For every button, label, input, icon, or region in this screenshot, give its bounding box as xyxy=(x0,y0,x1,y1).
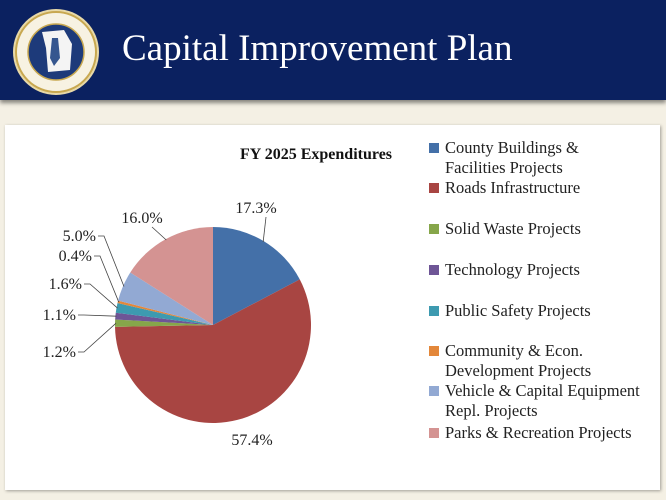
legend-item: Public Safety Projects xyxy=(429,301,645,321)
legend-item: Parks & Recreation Projects xyxy=(429,423,666,443)
legend-label: Roads Infrastructure xyxy=(445,178,581,197)
data-label: 1.6% xyxy=(49,276,82,293)
leader-line xyxy=(98,235,125,287)
legend-item: Community & Econ. Development Projects xyxy=(429,341,595,381)
data-label: 16.0% xyxy=(121,210,162,227)
legend-swatch xyxy=(429,306,439,316)
leader-line xyxy=(262,216,267,243)
pie-slice xyxy=(115,279,311,423)
legend-label: Public Safety Projects xyxy=(445,301,591,320)
legend-item: Roads Infrastructure xyxy=(429,178,645,198)
chart-panel xyxy=(5,125,660,490)
pie-slice xyxy=(213,227,300,325)
data-label: 5.0% xyxy=(63,228,96,245)
legend-swatch xyxy=(429,265,439,275)
chart-title: FY 2025 Expenditures xyxy=(240,146,393,163)
leader-line xyxy=(94,255,120,303)
data-label: 57.4% xyxy=(231,432,272,449)
legend-swatch xyxy=(429,183,439,193)
county-seal-logo xyxy=(13,9,99,95)
legend-label: Parks & Recreation Projects xyxy=(445,423,632,442)
legend-swatch xyxy=(429,386,439,396)
leader-line xyxy=(78,322,117,353)
legend-item: Solid Waste Projects xyxy=(429,219,645,239)
legend-swatch xyxy=(429,224,439,234)
data-label: 0.4% xyxy=(59,248,92,265)
header-bar: Capital Improvement Plan xyxy=(0,0,666,100)
legend-label: Vehicle & Capital Equipment Repl. Projec… xyxy=(445,381,640,420)
legend-item: Technology Projects xyxy=(429,260,645,280)
page-title: Capital Improvement Plan xyxy=(122,28,513,69)
legend-label: Community & Econ. Development Projects xyxy=(445,341,592,380)
legend-label: Technology Projects xyxy=(445,260,580,279)
data-label: 17.3% xyxy=(235,200,276,217)
leader-line xyxy=(78,314,117,317)
legend-item: County Buildings & Facilities Projects xyxy=(429,138,605,178)
leader-line xyxy=(84,283,118,309)
pie-slice xyxy=(130,226,213,325)
legend-swatch xyxy=(429,346,439,356)
pie-slice xyxy=(117,300,213,325)
data-label: 1.2% xyxy=(43,344,76,361)
legend-label: Solid Waste Projects xyxy=(445,219,581,238)
pie-slice xyxy=(115,312,213,325)
legend-label: County Buildings & Facilities Projects xyxy=(445,138,579,177)
pie-slice xyxy=(115,303,213,325)
pie-slice xyxy=(114,319,213,327)
legend-swatch xyxy=(429,143,439,153)
leader-line xyxy=(151,226,167,241)
data-label: 1.1% xyxy=(43,307,76,324)
legend-swatch xyxy=(429,428,439,438)
legend-item: Vehicle & Capital Equipment Repl. Projec… xyxy=(429,381,645,421)
pie-slice xyxy=(118,272,213,325)
